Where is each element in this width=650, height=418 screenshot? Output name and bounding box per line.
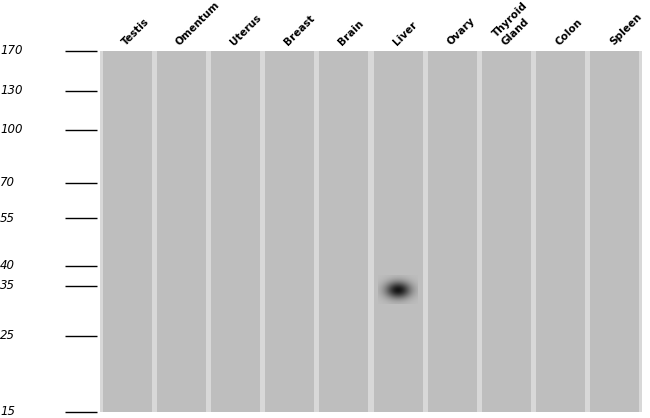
Text: Uterus: Uterus <box>228 13 263 47</box>
Bar <box>103 51 151 411</box>
Text: Colon: Colon <box>554 17 584 47</box>
Bar <box>319 51 369 411</box>
Text: 40: 40 <box>0 259 15 272</box>
Bar <box>374 51 422 411</box>
Bar <box>211 51 260 411</box>
Text: Omentum: Omentum <box>174 0 222 47</box>
Text: 35: 35 <box>0 279 15 292</box>
Bar <box>157 51 206 411</box>
Text: 15: 15 <box>0 405 15 418</box>
Text: Thyroid
Gland: Thyroid Gland <box>491 0 538 47</box>
Text: Breast: Breast <box>283 13 317 47</box>
Bar <box>482 51 531 411</box>
Bar <box>590 51 640 411</box>
Text: Liver: Liver <box>391 20 419 47</box>
Text: Testis: Testis <box>120 16 151 47</box>
Bar <box>428 51 477 411</box>
Text: 170: 170 <box>0 44 23 57</box>
Text: 55: 55 <box>0 212 15 225</box>
Bar <box>100 51 642 411</box>
Text: 100: 100 <box>0 123 23 136</box>
Bar <box>265 51 314 411</box>
Text: 70: 70 <box>0 176 15 189</box>
Text: Brain: Brain <box>337 18 366 47</box>
Bar <box>536 51 585 411</box>
Text: 25: 25 <box>0 329 15 342</box>
Text: Ovary: Ovary <box>445 16 476 47</box>
Text: 130: 130 <box>0 84 23 97</box>
Text: Spleen: Spleen <box>608 12 644 47</box>
